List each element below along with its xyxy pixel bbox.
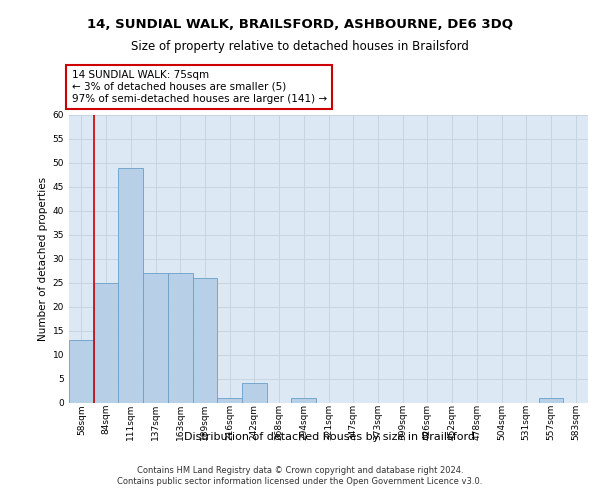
Bar (69, 340, 94, 402)
Bar (242, 384, 267, 402)
Bar (292, 398, 316, 402)
Y-axis label: Number of detached properties: Number of detached properties (38, 176, 49, 341)
Bar (118, 168, 143, 402)
Text: Size of property relative to detached houses in Brailsford: Size of property relative to detached ho… (131, 40, 469, 53)
Text: Contains HM Land Registry data © Crown copyright and database right 2024.: Contains HM Land Registry data © Crown c… (137, 466, 463, 475)
Text: Contains public sector information licensed under the Open Government Licence v3: Contains public sector information licen… (118, 478, 482, 486)
Text: 14 SUNDIAL WALK: 75sqm
← 3% of detached houses are smaller (5)
97% of semi-detac: 14 SUNDIAL WALK: 75sqm ← 3% of detached … (71, 70, 327, 104)
Bar (193, 278, 217, 402)
Bar (168, 273, 193, 402)
Bar (539, 398, 563, 402)
Text: Distribution of detached houses by size in Brailsford: Distribution of detached houses by size … (185, 432, 476, 442)
Text: 14, SUNDIAL WALK, BRAILSFORD, ASHBOURNE, DE6 3DQ: 14, SUNDIAL WALK, BRAILSFORD, ASHBOURNE,… (87, 18, 513, 30)
Bar (143, 273, 168, 402)
Bar (217, 398, 242, 402)
Bar (94, 282, 118, 403)
